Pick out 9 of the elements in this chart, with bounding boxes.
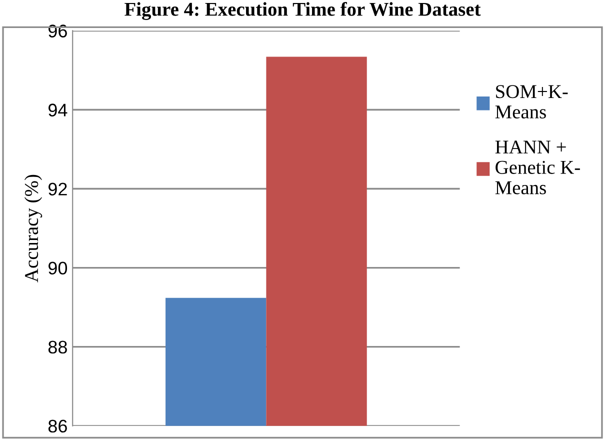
y-tick-label: 86 bbox=[48, 420, 67, 433]
legend-label: SOM+K- Means bbox=[495, 85, 568, 118]
chart-title: Figure 4: Execution Time for Wine Dataset bbox=[124, 2, 481, 20]
y-axis-title: Accuracy (%) bbox=[24, 174, 42, 282]
legend-label: HANN + Genetic K- Means bbox=[495, 140, 580, 194]
y-tick-label: 94 bbox=[48, 104, 68, 116]
y-tick-label: 90 bbox=[48, 262, 68, 275]
y-tick-label: 92 bbox=[48, 182, 67, 196]
y-tick-label: 88 bbox=[48, 340, 67, 354]
